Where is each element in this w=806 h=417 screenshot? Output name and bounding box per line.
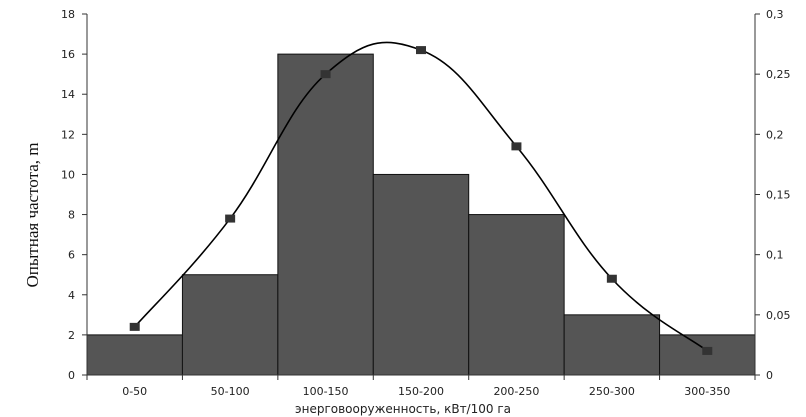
curve-point-100-150 bbox=[320, 70, 331, 79]
y-left-tick-label: 8 bbox=[68, 209, 75, 222]
y-left-tick-label: 16 bbox=[61, 48, 75, 61]
y-left-tick-label: 18 bbox=[61, 8, 75, 21]
y-left-tick-label: 14 bbox=[61, 88, 75, 101]
y-right-tick-label: 0 bbox=[766, 369, 773, 382]
y-right-tick-label: 0,1 bbox=[766, 249, 784, 262]
x-tick-label: 200-250 bbox=[493, 385, 539, 398]
x-axis-label: энерговооруженность, кВт/100 га bbox=[295, 402, 511, 416]
x-tick-label: 300-350 bbox=[684, 385, 730, 398]
curve-point-200-250 bbox=[511, 142, 522, 151]
y-left-tick-label: 6 bbox=[68, 249, 75, 262]
axes: 0 2 4 6 8 10 12 14 16 18 0 0,05 0,1 0,15 0,2 0,25 0,3 0-5… bbox=[61, 8, 791, 398]
x-tick-label: 250-300 bbox=[589, 385, 635, 398]
curve-layer bbox=[129, 41, 713, 355]
bar-50-100 bbox=[181, 274, 279, 376]
y-right-tick-label: 0,15 bbox=[766, 189, 791, 202]
y-left-tick-label: 4 bbox=[68, 289, 75, 302]
bar-100-150 bbox=[277, 53, 374, 376]
curve-point-250-300 bbox=[606, 274, 617, 283]
y-left-tick-label: 2 bbox=[68, 329, 75, 342]
bar-150-200 bbox=[372, 173, 470, 376]
bar-250-300 bbox=[563, 314, 661, 376]
y-right-tick-label: 0,25 bbox=[766, 68, 791, 81]
x-tick-label: 0-50 bbox=[122, 385, 147, 398]
histogram-bars bbox=[86, 53, 756, 376]
y-axis-label: Опытная частота, m bbox=[23, 143, 42, 288]
y-left-tick-label: 10 bbox=[61, 168, 75, 181]
bar-200-250 bbox=[468, 214, 565, 376]
y-right-tick-label: 0,2 bbox=[766, 128, 784, 141]
bar-300-350 bbox=[659, 334, 756, 376]
curve-point-50-100 bbox=[225, 214, 236, 223]
y-right-tick-label: 0,3 bbox=[766, 8, 784, 21]
curve-point-150-200 bbox=[416, 46, 426, 55]
y-left-tick-label: 0 bbox=[68, 369, 75, 382]
x-tick-label: 150-200 bbox=[398, 385, 444, 398]
curve-point-0-50 bbox=[129, 322, 140, 331]
y-right-tick-label: 0,05 bbox=[766, 309, 791, 322]
x-tick-label: 50-100 bbox=[211, 385, 250, 398]
curve-point-300-350 bbox=[702, 346, 713, 355]
bar-0-50 bbox=[86, 334, 183, 376]
x-tick-label: 100-150 bbox=[303, 385, 349, 398]
y-left-tick-label: 12 bbox=[61, 128, 75, 141]
